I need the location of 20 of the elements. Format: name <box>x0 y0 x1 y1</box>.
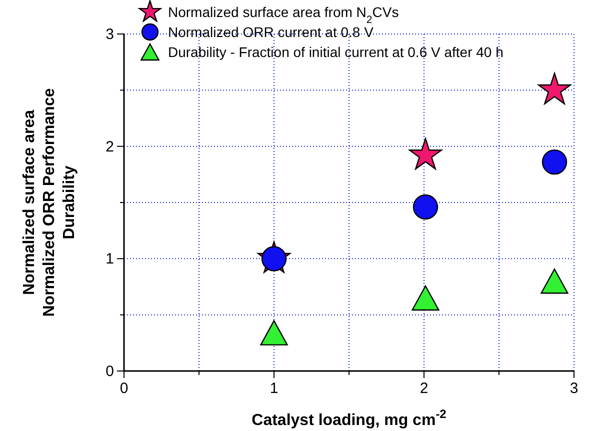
point <box>540 268 568 294</box>
y-tick-label: 1 <box>106 250 114 268</box>
y-tick-label: 2 <box>106 138 114 156</box>
x-tick-label: 1 <box>270 380 278 397</box>
x-axis-title: Catalyst loading, mg cm$^{-2}$ <box>252 407 447 429</box>
point <box>412 194 438 220</box>
point <box>412 285 440 311</box>
x-tick-label: 3 <box>570 380 578 397</box>
point <box>542 149 568 175</box>
y-tick-label: 3 <box>106 26 114 43</box>
x-tick-label: 2 <box>420 380 428 397</box>
point <box>260 320 288 346</box>
y-axis-title: Normalized surface area Normalized ORR Performance Durability <box>21 88 78 317</box>
legend-label: Durability - Fraction of initial current at 0.6 V after 40 h <box>168 44 504 60</box>
point <box>408 138 442 170</box>
point <box>538 72 572 104</box>
x-tick-label: 0 <box>120 380 128 397</box>
legend-label: Normalized surface area from N$_{2}$CVs <box>168 4 399 26</box>
legend-label: Normalized ORR current at 0.8 V <box>168 24 374 40</box>
y-tick-label: 0 <box>106 363 114 380</box>
